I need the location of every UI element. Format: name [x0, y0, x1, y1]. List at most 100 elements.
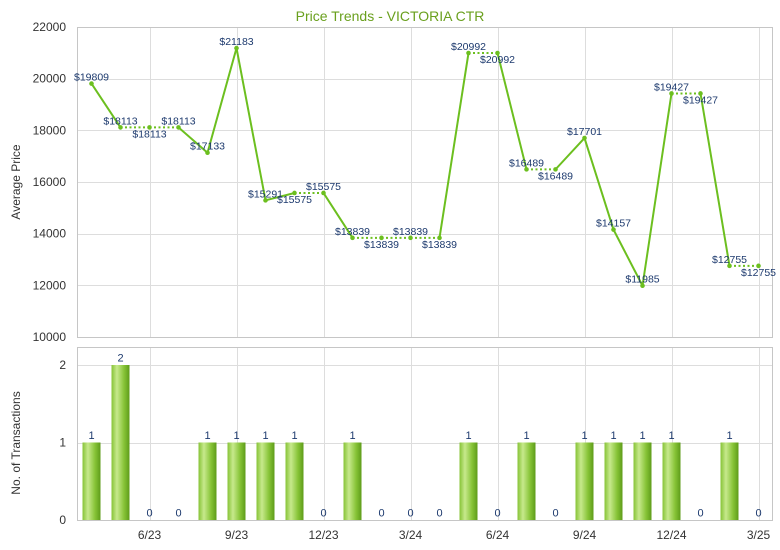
price-data-label-value: 15575 — [312, 181, 341, 193]
transaction-count-label: 1 — [88, 430, 94, 442]
price-line — [90, 47, 759, 287]
x-axis-tick-label: 9/24 — [573, 528, 597, 542]
price-axis-tick-label: 18000 — [33, 123, 67, 137]
price-data-label-value: 13839 — [370, 239, 399, 251]
transaction-count-label: 1 — [262, 430, 268, 442]
transaction-count-label: 1 — [291, 430, 297, 442]
price-data-label: $16489 — [509, 157, 544, 169]
x-axis-tick-label: 6/24 — [486, 528, 510, 542]
transaction-bar — [227, 442, 246, 520]
transaction-bar — [604, 442, 623, 520]
transaction-count-labels: 1 2 0 0 1 1 1 1 0 1 0 0 0 1 0 1 0 1 1 1 1 0 1 0 — [88, 353, 761, 520]
price-data-label-prefix: $ — [567, 126, 573, 138]
transaction-count-label: 0 — [378, 508, 384, 520]
transaction-bar — [198, 442, 217, 520]
price-data-label-prefix: $ — [364, 239, 370, 251]
price-data-label-value: 13839 — [428, 239, 457, 251]
price-data-label: $18113 — [161, 115, 195, 127]
price-point — [350, 235, 355, 241]
price-line-segment — [641, 92, 673, 287]
price-data-label: $12755 — [741, 267, 776, 279]
price-plot-border — [77, 27, 773, 338]
price-data-label-prefix: $ — [219, 36, 225, 48]
price-data-label: $20992 — [451, 41, 486, 53]
price-data-label-value: 20992 — [486, 54, 515, 66]
price-data-label: $17701 — [567, 126, 602, 138]
price-point — [408, 235, 413, 241]
price-data-label-value: 20992 — [457, 41, 486, 53]
transactions-axis-tick-label: 1 — [59, 436, 66, 450]
price-point — [553, 167, 558, 172]
chart-title: Price Trends - VICTORIA CTR — [296, 8, 485, 24]
price-data-label-prefix: $ — [422, 239, 428, 251]
price-point — [582, 135, 587, 141]
transaction-count-label: 1 — [204, 430, 210, 442]
transaction-count-label: 1 — [668, 430, 674, 442]
transactions-axis-tick-label: 2 — [59, 358, 66, 372]
price-data-label: $15575 — [277, 194, 312, 206]
price-data-label: $14157 — [596, 218, 631, 230]
price-data-label: $15291 — [248, 188, 283, 200]
price-plot-frame — [77, 27, 773, 338]
price-data-label-value: 11985 — [631, 274, 660, 286]
transaction-bar — [633, 442, 652, 520]
transaction-count-label: 1 — [523, 430, 529, 442]
price-data-label-value: 19427 — [689, 94, 718, 106]
price-line-segment — [206, 47, 238, 154]
price-data-label-prefix: $ — [161, 115, 167, 127]
price-data-label-prefix: $ — [625, 274, 631, 286]
price-data-label: $13839 — [393, 226, 428, 238]
price-data-labels: $19809$18113$18113$18113$17133$21183$152… — [74, 36, 776, 286]
price-line-segment — [554, 137, 586, 171]
price-panel: 10000 12000 14000 16000 18000 20000 22000 Aver… — [9, 20, 776, 344]
price-point — [118, 125, 123, 130]
price-data-label-prefix: $ — [683, 94, 689, 106]
transaction-bar — [662, 442, 681, 520]
price-line-segment — [177, 126, 209, 154]
price-data-label-prefix: $ — [132, 128, 138, 140]
transaction-count-label: 2 — [117, 353, 123, 365]
transaction-count-label: 1 — [233, 430, 239, 442]
transaction-count-label: 0 — [755, 508, 761, 520]
price-axis-tick-label: 20000 — [33, 72, 67, 86]
transaction-bar — [575, 442, 594, 520]
price-data-label-prefix: $ — [509, 157, 515, 169]
price-data-label: $21183 — [219, 36, 253, 48]
transactions-plot-border — [77, 347, 773, 521]
price-data-label: $20992 — [480, 54, 515, 66]
price-data-label: $19427 — [654, 81, 689, 93]
price-data-label: $17133 — [190, 141, 225, 153]
transaction-count-label: 0 — [407, 508, 413, 520]
price-data-label-prefix: $ — [451, 41, 457, 53]
transaction-count-label: 0 — [697, 508, 703, 520]
price-axis-tick-label: 16000 — [33, 175, 67, 189]
price-point — [495, 50, 500, 56]
price-data-label-value: 21183 — [225, 36, 254, 48]
transaction-count-label: 1 — [639, 430, 645, 442]
transactions-plot-frame — [77, 347, 773, 521]
price-data-label: $12755 — [712, 254, 747, 266]
price-data-label-prefix: $ — [741, 267, 747, 279]
transaction-count-label: 1 — [726, 430, 732, 442]
price-point — [263, 198, 268, 203]
price-data-label-value: 18113 — [167, 115, 196, 127]
transaction-bar — [343, 442, 362, 520]
transaction-count-label: 0 — [175, 508, 181, 520]
price-point — [89, 81, 94, 86]
price-data-label-prefix: $ — [596, 218, 602, 230]
transaction-bar — [111, 365, 130, 520]
price-line-segment — [699, 92, 731, 267]
price-point — [379, 235, 384, 241]
price-points — [89, 45, 761, 289]
transactions-axis-ticks: 0 1 2 — [59, 358, 66, 527]
price-axis-title: Average Price — [9, 144, 23, 219]
price-point — [205, 150, 210, 156]
price-data-label: $13839 — [422, 239, 457, 251]
x-axis-tick-label: 12/23 — [308, 528, 338, 542]
price-data-label-prefix: $ — [480, 54, 486, 66]
price-data-label: $19427 — [683, 94, 718, 106]
transaction-bar — [256, 442, 275, 520]
price-data-label-prefix: $ — [393, 226, 399, 238]
transaction-count-label: 1 — [349, 430, 355, 442]
